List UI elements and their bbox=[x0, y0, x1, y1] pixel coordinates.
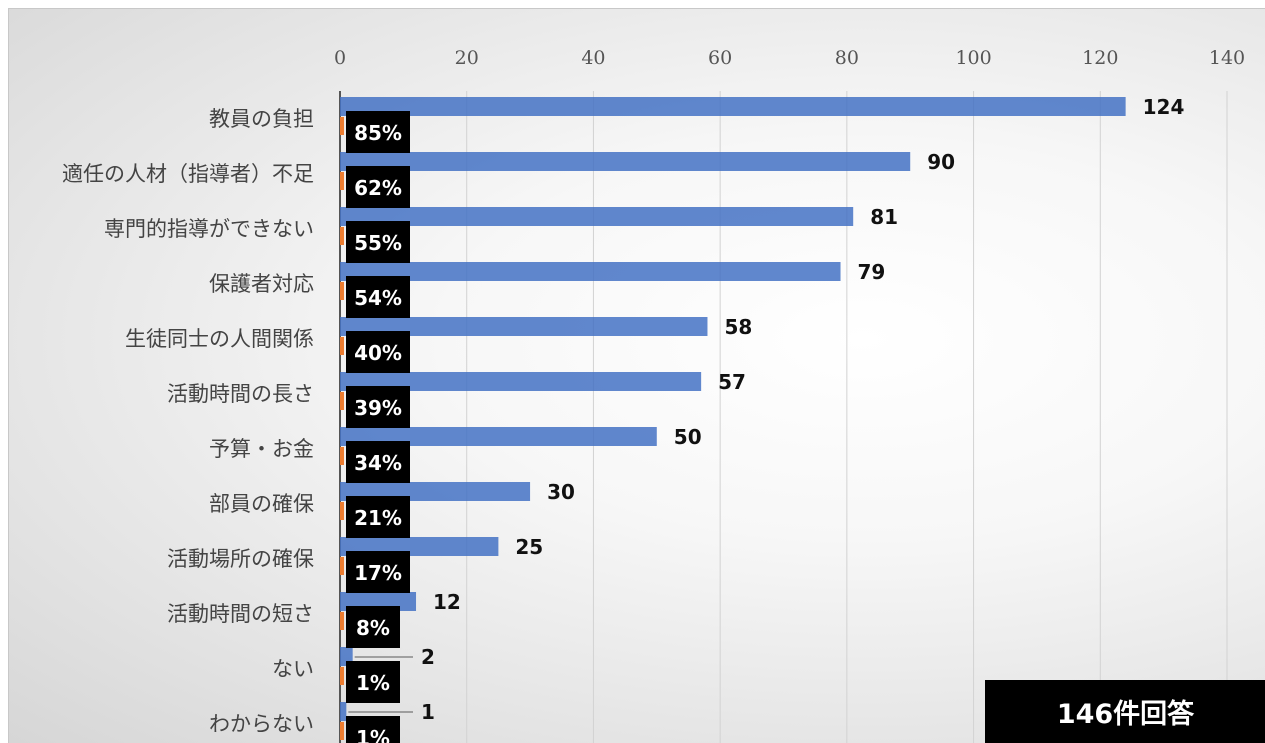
chart-frame: 0 20 40 60 80 100 120 140 教員の負担 124 85% 適任の人材（指導者）… bbox=[8, 8, 1265, 743]
secondary-bar bbox=[340, 337, 344, 355]
secondary-bar bbox=[340, 227, 344, 245]
percent-label: 8% bbox=[356, 616, 390, 640]
secondary-bar bbox=[340, 172, 344, 190]
category-label: 活動場所の確保 bbox=[167, 547, 314, 571]
category-label: 専門的指導ができない bbox=[104, 217, 314, 241]
percent-label: 55% bbox=[354, 231, 402, 255]
value-label: 90 bbox=[927, 150, 955, 174]
category-label: 予算・お金 bbox=[209, 437, 314, 461]
percent-box bbox=[346, 551, 410, 593]
percent-box bbox=[346, 221, 410, 263]
value-label: 79 bbox=[858, 260, 886, 284]
value-label: 25 bbox=[515, 535, 543, 559]
percent-label: 1% bbox=[356, 671, 390, 695]
secondary-bar bbox=[340, 557, 344, 575]
category-label: ない bbox=[272, 657, 314, 681]
percent-box bbox=[346, 276, 410, 318]
percent-label: 34% bbox=[354, 451, 402, 475]
category-label: 活動時間の長さ bbox=[167, 382, 314, 406]
category-label: 適任の人材（指導者）不足 bbox=[62, 162, 314, 186]
x-tick-label: 0 bbox=[334, 47, 346, 69]
x-tick-label: 140 bbox=[1209, 47, 1245, 69]
percent-label: 54% bbox=[354, 286, 402, 310]
percent-label: 85% bbox=[354, 121, 402, 145]
value-label: 12 bbox=[433, 590, 461, 614]
percent-label: 62% bbox=[354, 176, 402, 200]
response-count-text: 146件回答 bbox=[1056, 699, 1195, 730]
secondary-bar bbox=[340, 117, 344, 135]
percent-box bbox=[346, 331, 410, 373]
bar bbox=[340, 317, 708, 336]
percent-label: 39% bbox=[354, 396, 402, 420]
percent-box bbox=[346, 111, 410, 153]
value-label: 58 bbox=[724, 315, 752, 339]
percent-label: 17% bbox=[354, 561, 402, 585]
response-count-badge: 146件回答 bbox=[985, 680, 1265, 743]
percent-box bbox=[346, 606, 400, 648]
value-label: 57 bbox=[718, 370, 746, 394]
x-tick-label: 60 bbox=[708, 47, 732, 69]
secondary-bar bbox=[340, 667, 344, 685]
secondary-bar bbox=[340, 502, 344, 520]
category-label: 部員の確保 bbox=[209, 492, 314, 516]
value-label: 81 bbox=[870, 205, 898, 229]
bar bbox=[340, 262, 841, 281]
bar bbox=[340, 97, 1126, 116]
secondary-bar bbox=[340, 612, 344, 630]
percent-box bbox=[346, 441, 410, 483]
bar-chart: 0 20 40 60 80 100 120 140 教員の負担 124 85% 適任の人材（指導者）… bbox=[62, 47, 1245, 743]
percent-box bbox=[346, 386, 410, 428]
percent-box bbox=[346, 496, 410, 538]
bar bbox=[340, 207, 854, 226]
value-label: 2 bbox=[421, 645, 435, 669]
secondary-bar bbox=[340, 392, 344, 410]
category-label: 生徒同士の人間関係 bbox=[125, 327, 314, 351]
x-tick-label: 80 bbox=[835, 47, 859, 69]
secondary-bar bbox=[340, 282, 344, 300]
x-tick-label: 100 bbox=[955, 47, 991, 69]
value-label: 30 bbox=[547, 480, 575, 504]
percent-box bbox=[346, 716, 400, 743]
x-tick-label: 40 bbox=[581, 47, 605, 69]
category-label: 活動時間の短さ bbox=[167, 602, 314, 626]
percent-box bbox=[346, 661, 400, 703]
bar bbox=[340, 372, 702, 391]
bar bbox=[340, 427, 657, 446]
x-tick-label: 120 bbox=[1082, 47, 1118, 69]
bar bbox=[340, 152, 911, 171]
value-label: 124 bbox=[1143, 95, 1185, 119]
percent-label: 40% bbox=[354, 341, 402, 365]
value-label: 50 bbox=[674, 425, 702, 449]
percent-box bbox=[346, 166, 410, 208]
category-label: 保護者対応 bbox=[209, 272, 314, 296]
secondary-bar bbox=[340, 722, 344, 740]
value-label: 1 bbox=[421, 700, 435, 724]
percent-label: 1% bbox=[356, 726, 390, 743]
x-tick-label: 20 bbox=[455, 47, 479, 69]
percent-label: 21% bbox=[354, 506, 402, 530]
secondary-bar bbox=[340, 447, 344, 465]
category-label: わからない bbox=[209, 712, 314, 736]
category-label: 教員の負担 bbox=[209, 107, 314, 131]
bar bbox=[340, 702, 347, 721]
